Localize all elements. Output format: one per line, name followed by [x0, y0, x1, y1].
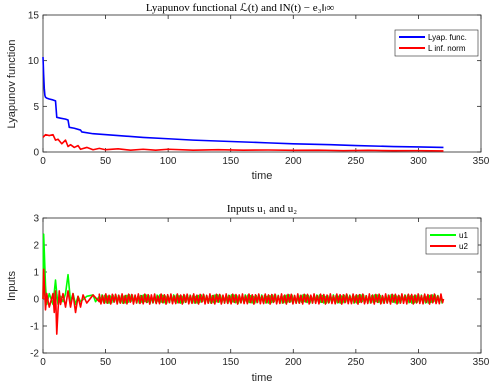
y-tick-label: 15	[28, 11, 40, 22]
legend: Lyap. func. L inf. norm	[394, 29, 479, 57]
series-line-lyap-func-	[42, 56, 444, 149]
x-tick-label: 200	[285, 156, 302, 167]
x-tick-label: 0	[40, 357, 46, 368]
y-tick-label: -1	[30, 322, 39, 333]
x-tick-label: 0	[40, 156, 46, 167]
legend-label-u1: u1	[459, 231, 468, 240]
x-tick-label: 250	[348, 156, 365, 167]
x-tick-label: 150	[222, 156, 239, 167]
plot-frame	[42, 217, 482, 354]
series-line-l-inf-norm	[42, 133, 444, 152]
legend-box	[394, 29, 479, 57]
y-axis-label: Inputs	[6, 271, 18, 301]
y-axis-label: Lyapunov function	[6, 40, 18, 129]
y-tick-label: 10	[28, 56, 40, 67]
series-layer	[42, 56, 444, 152]
y-tick-label: 3	[33, 214, 39, 225]
y-tick-label: 2	[33, 241, 39, 252]
x-axis-label: time	[252, 170, 273, 182]
chart-lyapunov: Lyapunov functional ℒ(t) and ‖N(t) − e₃‖…	[6, 2, 490, 182]
x-axis-label: time	[252, 372, 273, 384]
y-tick-label: 0	[33, 148, 39, 159]
x-tick-label: 50	[100, 156, 112, 167]
legend-label-u2: u2	[459, 242, 468, 251]
legend: u1 u2	[425, 227, 479, 255]
x-tick-label: 350	[473, 156, 490, 167]
legend-box	[425, 227, 479, 255]
x-tick-label: 200	[285, 357, 302, 368]
x-tick-label: 350	[473, 357, 490, 368]
legend-label-lyap: Lyap. func.	[428, 33, 467, 42]
x-axis-ticks: 0 50 100 150 200 250 300 350	[40, 218, 490, 368]
x-tick-label: 100	[160, 156, 177, 167]
legend-label-linf: L inf. norm	[428, 44, 466, 53]
chart-inputs: Inputs u₁ and u₂ 0 50 100 150 200 250 300 350 -…	[6, 203, 490, 384]
x-tick-label: 300	[410, 156, 427, 167]
y-tick-label: 1	[33, 268, 39, 279]
series-layer	[42, 233, 445, 335]
chart-title: Lyapunov functional ℒ(t) and ‖N(t) − e₃‖…	[146, 2, 335, 14]
chart-title: Inputs u₁ and u₂	[227, 203, 297, 215]
x-tick-label: 100	[160, 357, 177, 368]
x-tick-label: 300	[410, 357, 427, 368]
y-tick-label: 5	[33, 102, 39, 113]
x-tick-label: 50	[100, 357, 112, 368]
series-line-u2	[42, 268, 445, 335]
x-tick-label: 250	[348, 357, 365, 368]
y-tick-label: -2	[30, 349, 39, 360]
x-tick-label: 150	[222, 357, 239, 368]
y-tick-label: 0	[33, 295, 39, 306]
x-axis-ticks: 0 50 100 150 200 250 300 350	[40, 15, 490, 167]
y-axis-ticks: 0 5 10 15	[28, 11, 481, 159]
